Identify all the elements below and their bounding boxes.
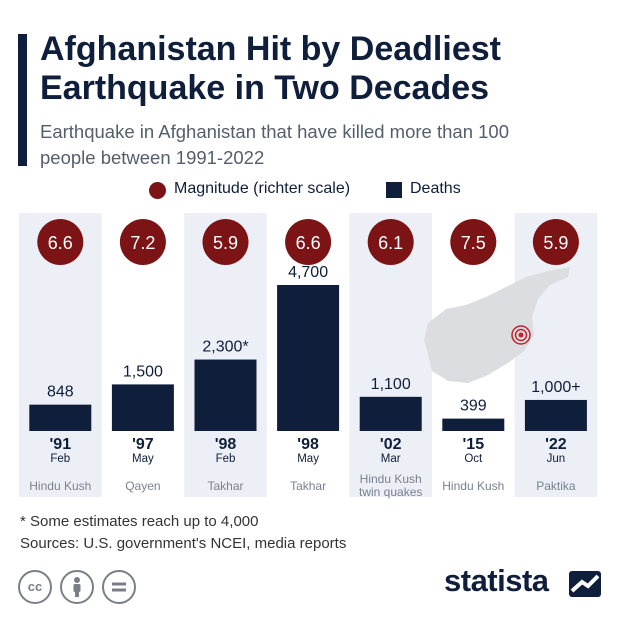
- afghanistan-map: [424, 267, 570, 383]
- deaths-bar: [194, 359, 257, 431]
- year-label: '91: [49, 436, 71, 453]
- location-label: Takhar: [207, 479, 243, 493]
- year-label: '97: [132, 436, 154, 453]
- month-label: Feb: [216, 453, 236, 465]
- year-label: '22: [545, 436, 567, 453]
- magnitude-circle: [450, 219, 497, 265]
- month-label: Oct: [464, 453, 483, 465]
- deaths-label: 1,500: [123, 363, 163, 380]
- location-label: Hindu Kush: [360, 472, 422, 486]
- deaths-bar: [442, 418, 505, 431]
- cc-icon[interactable]: cc: [18, 570, 52, 604]
- legend-magnitude-marker: [149, 182, 166, 199]
- location-label: Qayen: [125, 479, 160, 493]
- year-label: '15: [462, 436, 484, 453]
- nd-icon[interactable]: [102, 570, 136, 604]
- month-label: Feb: [50, 453, 70, 465]
- deaths-bar: [111, 384, 174, 431]
- legend: Magnitude (richter scale) Deaths: [0, 179, 620, 203]
- epicenter-ring: [511, 325, 531, 345]
- magnitude-value: 6.6: [48, 233, 73, 253]
- month-label: Mar: [381, 453, 401, 465]
- deaths-label: 4,700: [288, 264, 328, 281]
- magnitude-value: 5.9: [543, 233, 568, 253]
- month-label: May: [132, 453, 154, 465]
- magnitude-circle: [285, 219, 332, 265]
- epicenter-ring: [514, 328, 528, 342]
- magnitude-value: 5.9: [213, 233, 238, 253]
- chart-subtitle: Earthquake in Afghanistan that have kill…: [40, 121, 509, 168]
- sources-note: Sources: U.S. government's NCEI, media r…: [20, 535, 347, 552]
- deaths-label: 1,000+: [531, 379, 580, 396]
- deaths-bar: [277, 285, 340, 431]
- location-label: Hindu Kush: [442, 479, 504, 493]
- legend-deaths-marker: [386, 182, 402, 198]
- location-label: Paktika: [536, 479, 576, 493]
- magnitude-circle: [202, 219, 249, 265]
- deaths-label: 848: [47, 384, 74, 401]
- year-label: '98: [297, 436, 319, 453]
- magnitude-value: 6.1: [378, 233, 403, 253]
- brand-name: statista: [444, 563, 549, 598]
- magnitude-value: 7.2: [130, 233, 155, 253]
- deaths-label: 399: [460, 398, 487, 415]
- epicenter-dot: [518, 332, 524, 338]
- deaths-bar: [524, 399, 587, 431]
- location-label: Hindu Kush: [29, 479, 91, 493]
- magnitude-circle: [367, 219, 414, 265]
- deaths-label: 1,100: [371, 376, 411, 393]
- month-label: Jun: [547, 453, 566, 465]
- by-icon[interactable]: [60, 570, 94, 604]
- legend-magnitude-label: Magnitude (richter scale): [174, 180, 351, 197]
- chart-title: Afghanistan Hit by Deadliest Earthquake …: [40, 30, 501, 107]
- magnitude-value: 7.5: [461, 233, 486, 253]
- footnote: * Some estimates reach up to 4,000: [20, 513, 259, 530]
- deaths-label: 2,300*: [202, 339, 248, 356]
- location-label: Takhar: [290, 479, 326, 493]
- magnitude-value: 6.6: [296, 233, 321, 253]
- magnitude-circle: [532, 219, 579, 265]
- month-label: May: [297, 453, 319, 465]
- magnitude-circle: [119, 219, 166, 265]
- location-label: twin quakes: [359, 485, 422, 499]
- legend-deaths-label: Deaths: [410, 180, 461, 197]
- year-label: '98: [215, 436, 237, 453]
- year-label: '02: [380, 436, 402, 453]
- title-accent-bar: [18, 34, 27, 166]
- statista-logo-icon: [569, 571, 601, 597]
- magnitude-circle: [37, 219, 84, 265]
- deaths-bar: [29, 404, 92, 431]
- deaths-bar: [359, 396, 422, 431]
